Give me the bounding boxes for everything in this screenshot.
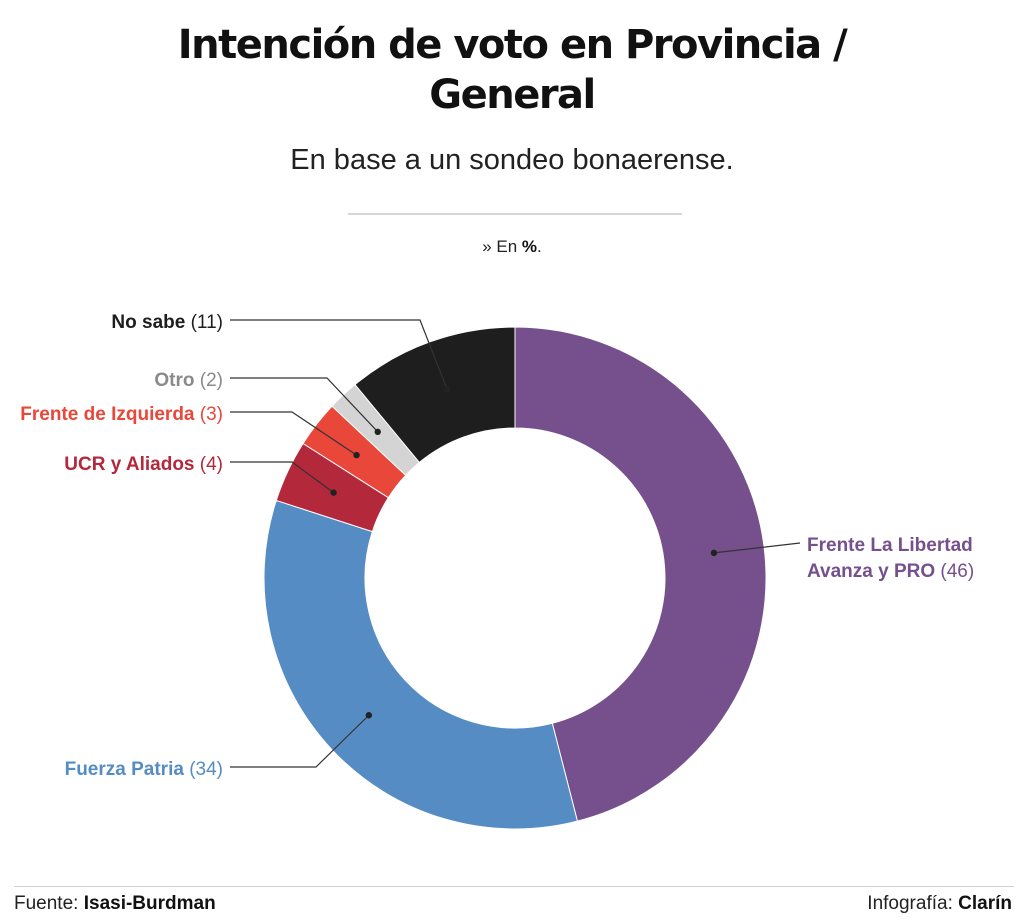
leader-line-frente-la-libertad-avanza-y-pro bbox=[713, 542, 801, 554]
leader-line-fuerza-patria bbox=[230, 714, 370, 768]
leader-line-frente-de-izquierda bbox=[230, 411, 357, 456]
slice-label-fuerza-patria: Fuerza Patria (34) bbox=[65, 759, 223, 780]
leader-dot-otro bbox=[374, 428, 381, 436]
leader-dot-no-sabe bbox=[443, 386, 451, 393]
unit-note-suffix: . bbox=[537, 237, 542, 256]
slice-fuerza-patria bbox=[263, 499, 579, 830]
infographic-credit: Infografía: Clarín bbox=[867, 893, 1012, 915]
leader-line-ucr-y-aliados bbox=[230, 461, 334, 494]
chart-title-line-2: General bbox=[429, 72, 596, 118]
slice-label-frente-de-izquierda: Frente de Izquierda (3) bbox=[20, 404, 223, 425]
leader-dot-frente-de-izquierda bbox=[353, 451, 360, 459]
unit-note-symbol: % bbox=[521, 237, 538, 256]
leader-dot-ucr-y-aliados bbox=[330, 489, 337, 496]
footer-divider bbox=[14, 886, 1014, 887]
source-label: Fuente: bbox=[14, 893, 84, 914]
slice-label-no-sabe: No sabe (11) bbox=[111, 312, 223, 333]
credit-name: Clarín bbox=[958, 893, 1012, 914]
leader-line-otro bbox=[230, 377, 379, 433]
unit-note: » En %. bbox=[0, 237, 1024, 257]
source-credit: Fuente: Isasi-Burdman bbox=[14, 893, 216, 915]
slice-no-sabe bbox=[354, 326, 516, 464]
leader-line-no-sabe bbox=[230, 319, 448, 390]
unit-note-prefix: » En bbox=[482, 237, 522, 256]
chart-title-line-1: Intención de voto en Provincia / bbox=[177, 22, 848, 68]
slice-frente-la-libertad-avanza-y-pro bbox=[514, 326, 767, 822]
slice-label-frente-la-libertad-avanza-y-pro: Frente La Libertad Avanza y PRO (46) bbox=[807, 535, 974, 582]
divider bbox=[348, 213, 682, 215]
source-name: Isasi-Burdman bbox=[83, 893, 216, 914]
chart-title: Intención de voto en Provincia / General bbox=[0, 20, 1024, 120]
chart-subtitle: En base a un sondeo bonaerense. bbox=[290, 144, 734, 176]
credit-label: Infografía: bbox=[867, 893, 959, 914]
slice-label-otro: Otro (2) bbox=[154, 370, 223, 391]
leader-dot-frente-la-libertad-avanza-y-pro bbox=[710, 549, 718, 557]
slice-label-ucr-y-aliados: UCR y Aliados (4) bbox=[64, 454, 223, 475]
leader-dot-fuerza-patria bbox=[365, 712, 373, 719]
